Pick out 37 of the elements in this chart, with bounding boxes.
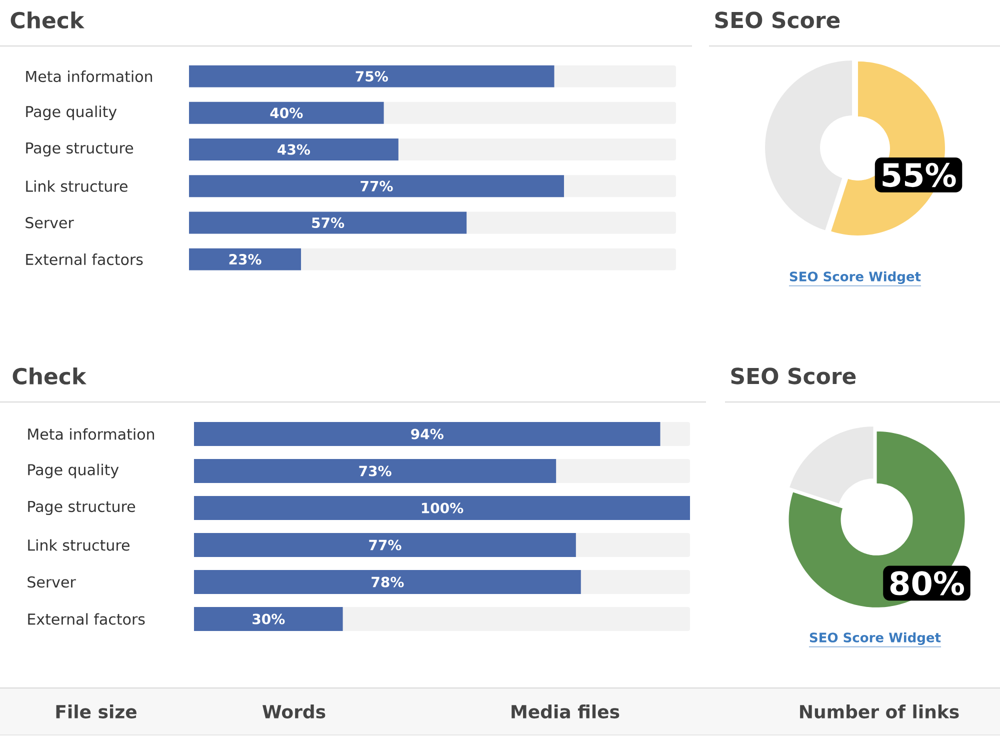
text: File size xyxy=(56,704,136,718)
data-label: 30% xyxy=(252,614,285,624)
y-tick-label: External factors xyxy=(26,254,143,266)
data-label: 23% xyxy=(229,254,262,265)
y-tick-label: Link structure xyxy=(28,539,130,551)
chart-title: Check xyxy=(10,11,85,29)
data-label: 55% xyxy=(882,162,956,188)
chart-title: SEO Score xyxy=(731,368,856,384)
y-tick-label: Page structure xyxy=(26,142,134,157)
y-tick-label: Page quality xyxy=(28,464,119,478)
y-tick-label: Meta information xyxy=(28,428,154,440)
y-tick-label: Link structure xyxy=(26,180,128,192)
text: Words xyxy=(262,704,326,718)
chart-title: Check xyxy=(12,368,87,385)
data-label: 80% xyxy=(890,571,964,596)
y-tick-label: Page structure xyxy=(28,500,136,516)
data-label: 77% xyxy=(369,540,402,550)
text: SEO Score Widget xyxy=(810,632,941,646)
text: SEO Score Widget xyxy=(790,271,921,284)
text: Media files xyxy=(512,704,620,718)
text: Number of links xyxy=(800,704,959,718)
chart-title: SEO Score xyxy=(715,12,840,28)
data-label: 77% xyxy=(360,180,393,192)
y-tick-label: Meta information xyxy=(26,70,152,82)
data-label: 73% xyxy=(359,466,392,476)
y-tick-label: Server xyxy=(26,217,74,228)
data-label: 100% xyxy=(422,502,464,514)
data-label: 40% xyxy=(270,108,303,118)
y-tick-label: Page quality xyxy=(26,106,117,120)
data-label: 43% xyxy=(278,144,310,155)
y-tick-label: External factors xyxy=(28,613,145,625)
data-label: 75% xyxy=(356,71,388,82)
data-label: 57% xyxy=(312,217,344,228)
data-label: 94% xyxy=(411,428,444,440)
bar xyxy=(189,248,302,270)
y-tick-label: Server xyxy=(28,576,76,588)
data-label: 78% xyxy=(372,576,404,588)
